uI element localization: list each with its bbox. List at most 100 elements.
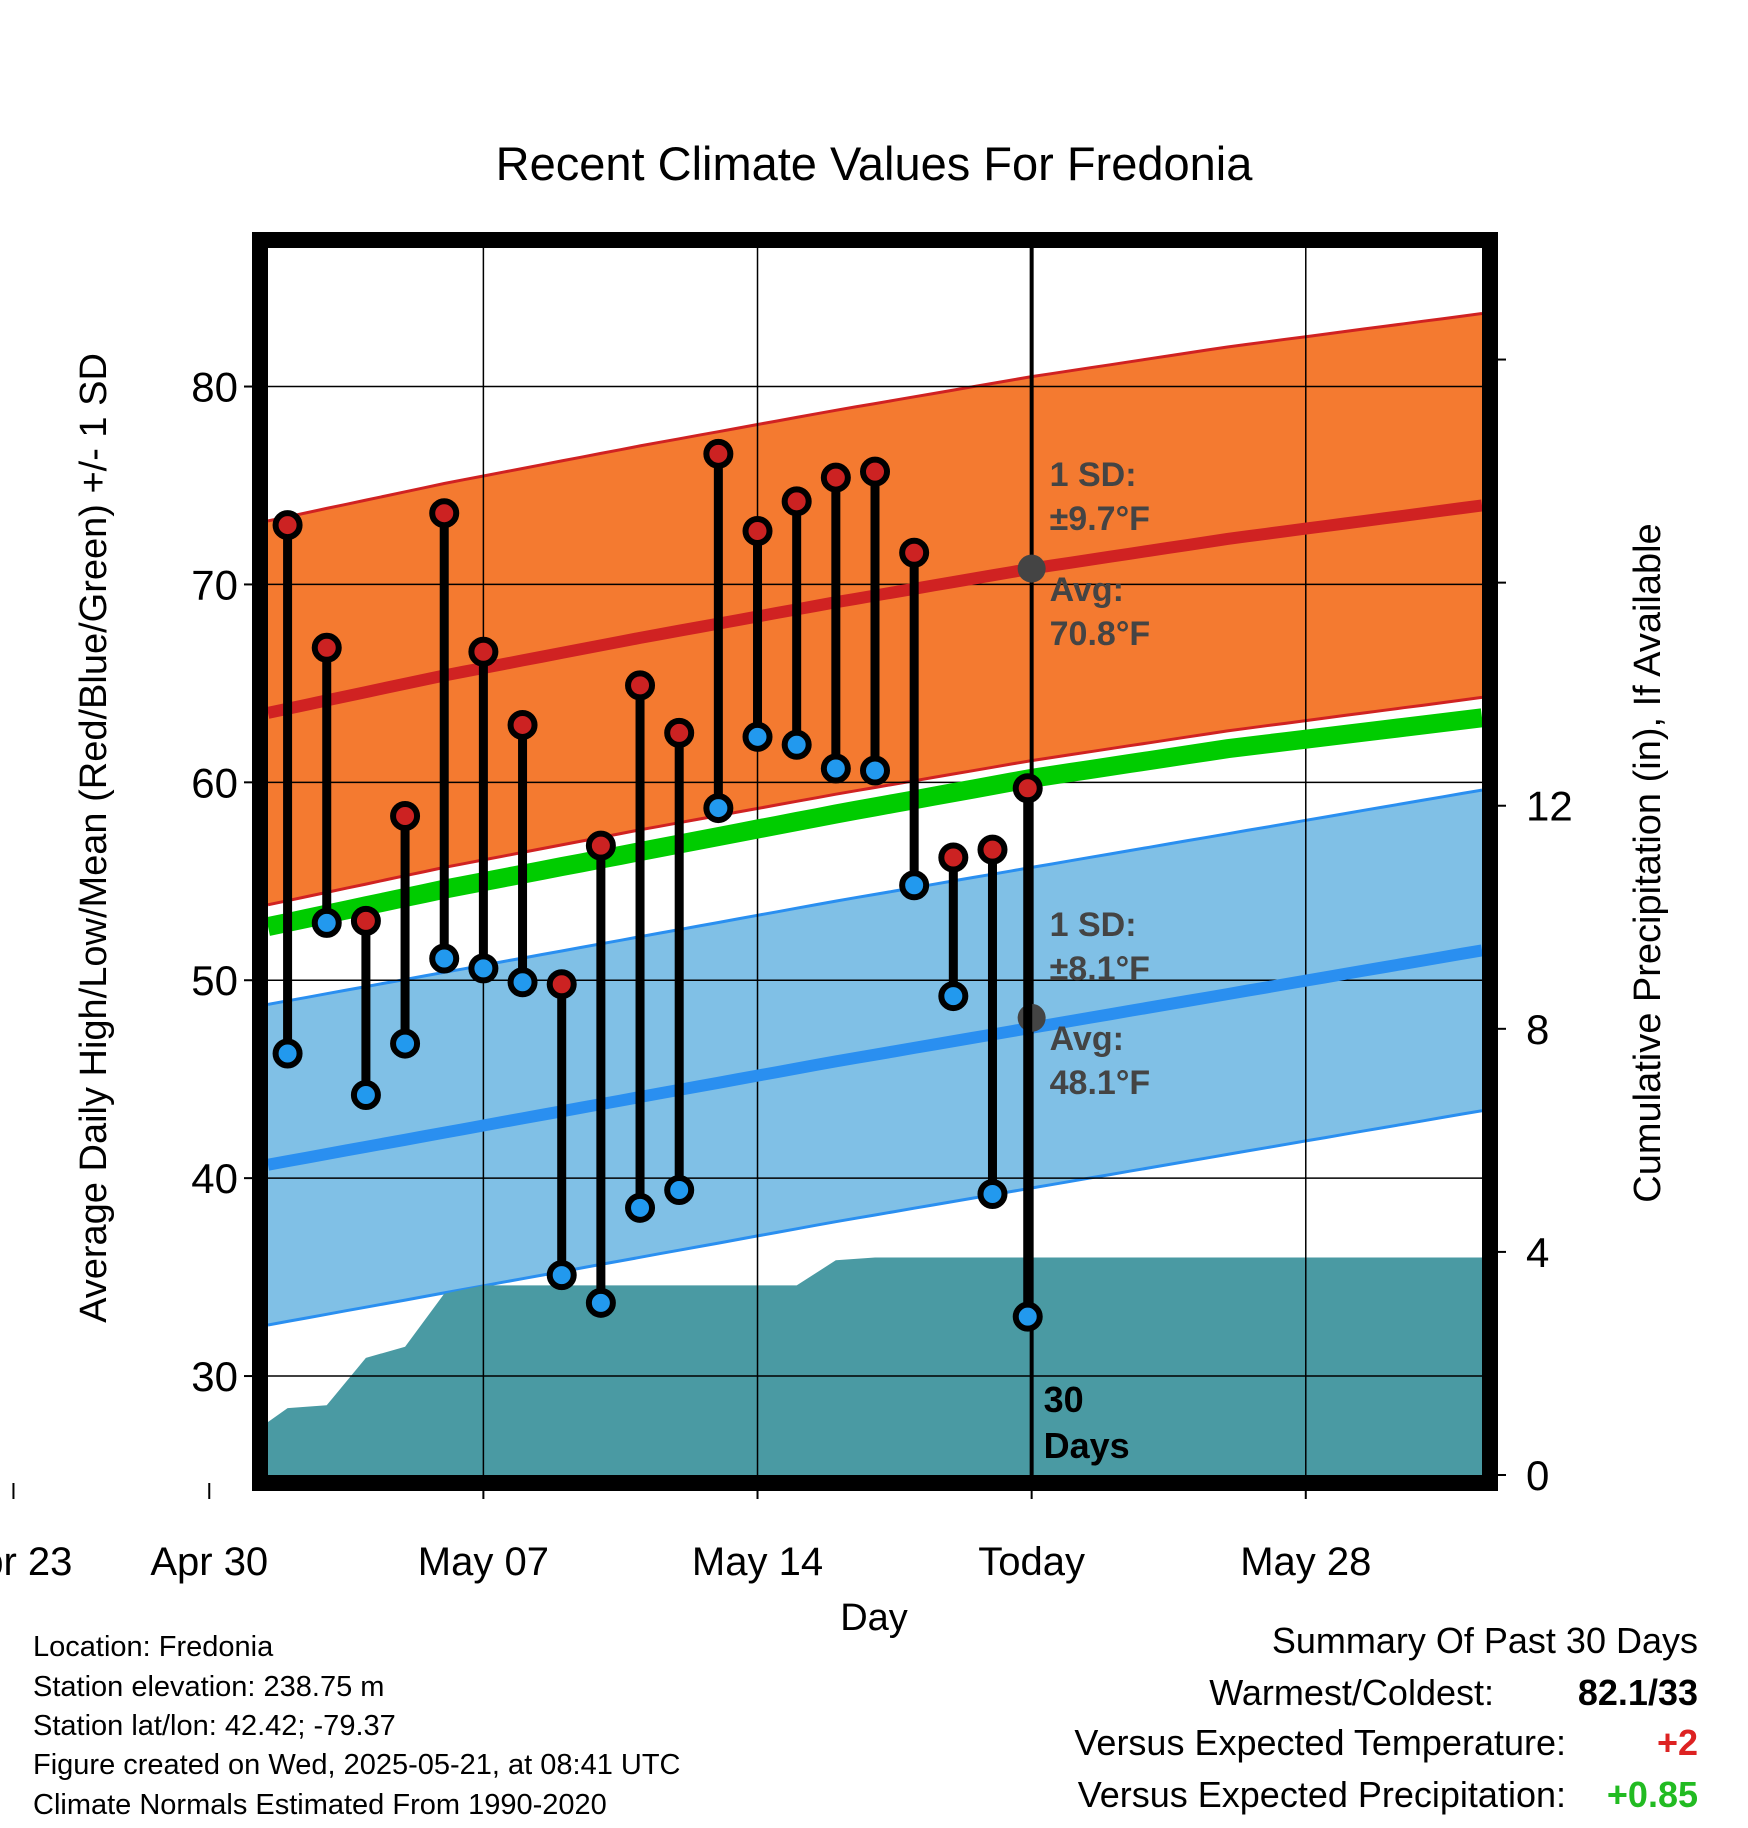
high-point	[977, 834, 1008, 865]
low-avg-label: Avg:	[1050, 1020, 1124, 1058]
y2-axis-label: Cumulative Precipitation (in), If Availa…	[1627, 523, 1669, 1202]
info-created: Figure created on Wed, 2025-05-21, at 08…	[33, 1749, 681, 1781]
low-point	[703, 793, 734, 824]
high-point	[41, 608, 65, 632]
info-latlon: Station lat/lon: 42.42; -79.37	[33, 1710, 396, 1742]
low-point	[1012, 1301, 1043, 1332]
low-normal-line	[268, 944, 1482, 1171]
high-point	[507, 709, 538, 740]
summary-precip-label: Versus Expected Precipitation:	[1077, 1774, 1566, 1815]
summary-temp-value: +2	[1656, 1722, 1698, 1763]
high-point	[311, 632, 342, 663]
low-point	[429, 943, 460, 974]
high-avg-value: 70.8°F	[1050, 615, 1151, 653]
high-point	[742, 516, 773, 547]
y-axis-label: Average Daily High/Low/Mean (Red/Blue/Gr…	[73, 353, 115, 1323]
high-point	[1012, 773, 1043, 804]
low-point	[311, 907, 342, 938]
low-point	[546, 1260, 577, 1291]
mean-normal-line	[268, 708, 1482, 936]
high-sd-value: ±9.7°F	[1050, 500, 1150, 538]
x-tick-label: May 28	[1240, 1540, 1371, 1584]
y-tick-label: 40	[191, 1155, 238, 1202]
y2-tick-label: 4	[1526, 1229, 1549, 1276]
high-point	[468, 636, 499, 667]
high-upper-sd-line	[268, 312, 1482, 523]
x-tick-label: Apr 23	[0, 1540, 72, 1584]
high-point	[664, 717, 695, 748]
x-tick-label: May 14	[692, 1540, 823, 1584]
x-tick-label: May 07	[418, 1540, 549, 1584]
low-point	[938, 981, 969, 1012]
precipitation-area	[268, 1257, 1482, 1475]
high-point	[781, 486, 812, 517]
low-point	[585, 1287, 616, 1318]
y-tick-label: 60	[191, 759, 238, 806]
low-point	[781, 729, 812, 760]
today-high-avg-dot	[1017, 554, 1046, 583]
low-point	[468, 953, 499, 984]
low-point	[1, 877, 25, 901]
low-sd-label: 1 SD:	[1050, 906, 1137, 944]
info-normals: Climate Normals Estimated From 1990-2020	[33, 1789, 607, 1821]
y-tick-label: 30	[191, 1353, 238, 1400]
x-tick-label: Apr 30	[150, 1540, 268, 1584]
low-point	[119, 1222, 143, 1246]
info-location: Location: Fredonia	[33, 1631, 274, 1663]
low-point	[625, 1192, 656, 1223]
high-lower-sd-line	[268, 695, 1482, 907]
low-point	[742, 721, 773, 752]
plot-frame	[252, 232, 1498, 1491]
high-point	[350, 905, 381, 936]
y-tick-label: 80	[191, 364, 238, 411]
low-point	[158, 1273, 182, 1297]
high-point	[703, 438, 734, 469]
low-sd-value: ±8.1°F	[1050, 950, 1150, 988]
low-point	[272, 1038, 303, 1069]
low-point	[820, 753, 851, 784]
summary-warm-cold-value: 82.1/33	[1577, 1672, 1698, 1713]
high-point	[158, 632, 182, 656]
low-point	[664, 1175, 695, 1206]
y2-tick-label: 0	[1526, 1452, 1549, 1499]
high-point	[1, 438, 25, 462]
summary-title: Summary Of Past 30 Days	[1271, 1620, 1698, 1661]
low-point	[860, 755, 890, 786]
info-elevation: Station elevation: 238.75 m	[33, 1671, 385, 1703]
x-axis-label: Day	[840, 1597, 908, 1639]
low-point	[899, 870, 930, 901]
plot-area: 1 SD: ±9.7°F Avg: 70.8°F 1 SD: ±8.1°F Avg: 48.1…	[1, 248, 1482, 1475]
low-point	[507, 967, 538, 998]
low-point	[350, 1080, 381, 1111]
high-point	[272, 510, 303, 541]
high-point	[820, 462, 851, 493]
high-sd-label: 1 SD:	[1050, 456, 1137, 494]
chart-title: Recent Climate Values For Fredonia	[496, 137, 1254, 190]
low-point	[41, 917, 65, 941]
summary-warm-cold-label: Warmest/Coldest:	[1209, 1672, 1494, 1713]
summary-precip-value: +0.85	[1606, 1774, 1698, 1815]
y2-tick-label: 8	[1526, 1006, 1549, 1053]
high-point	[860, 456, 890, 487]
days-label-text: Days	[1044, 1425, 1130, 1466]
high-point	[938, 842, 969, 873]
high-point	[197, 333, 221, 357]
high-point	[390, 800, 421, 831]
x-tick-label: Today	[978, 1540, 1085, 1584]
high-point	[625, 670, 656, 701]
days-label-number: 30	[1044, 1379, 1084, 1420]
summary-temp-label: Versus Expected Temperature:	[1074, 1722, 1566, 1763]
low-point	[977, 1178, 1008, 1209]
high-point	[119, 848, 143, 872]
high-point	[546, 969, 577, 1000]
y2-tick-label: 12	[1526, 783, 1573, 830]
y-tick-label: 70	[191, 561, 238, 608]
high-point	[585, 830, 616, 861]
low-avg-value: 48.1°F	[1050, 1064, 1151, 1102]
high-point	[899, 537, 930, 568]
y-tick-label: 50	[191, 957, 238, 1004]
high-point	[429, 498, 460, 529]
low-point	[390, 1028, 421, 1059]
high-avg-label: Avg:	[1050, 571, 1124, 609]
low-point	[197, 1099, 221, 1123]
